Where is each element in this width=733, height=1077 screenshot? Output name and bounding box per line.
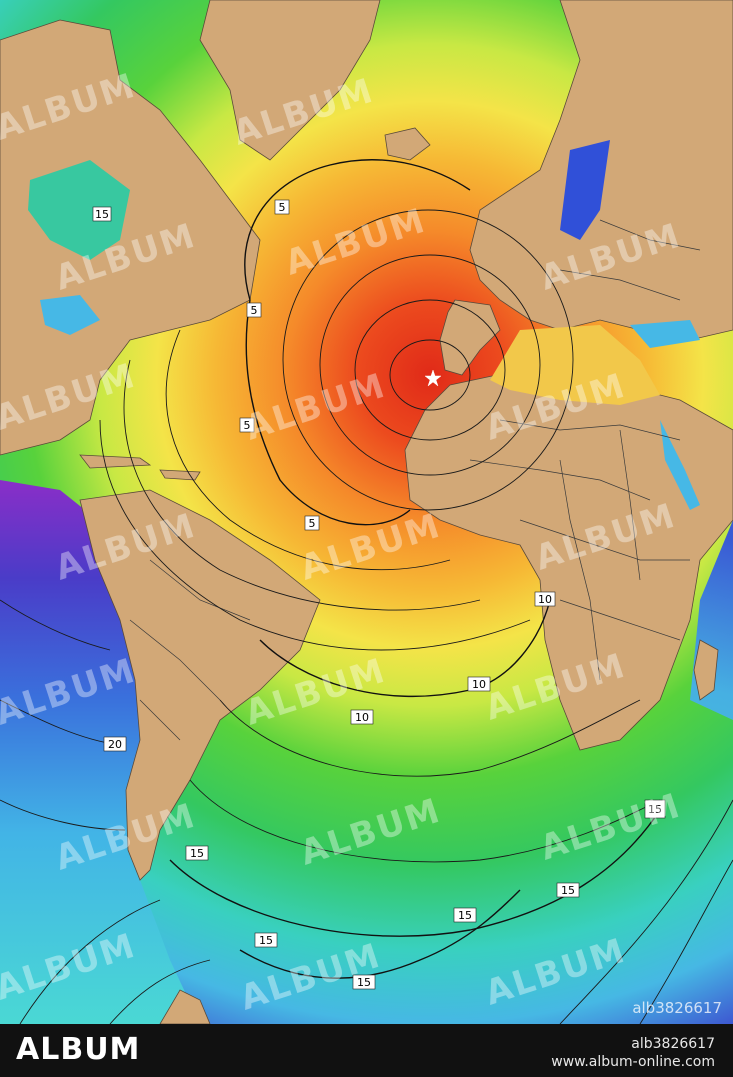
svg-text:15: 15 [259, 934, 273, 947]
contour-label: 15 [352, 974, 376, 990]
svg-text:5: 5 [244, 419, 251, 432]
contour-label: 15 [453, 907, 477, 923]
site-url[interactable]: www.album-online.com [551, 1054, 715, 1070]
image-id: alb3826617 [631, 1036, 715, 1052]
footer-bar: ALBUM alb3826617 www.album-online.com [0, 1024, 733, 1077]
contour-label: 15 [556, 882, 580, 898]
svg-text:15: 15 [458, 909, 472, 922]
contour-label: 20 [103, 736, 127, 752]
contour-label: 10 [350, 709, 374, 725]
contour-label: 10 [467, 676, 491, 692]
country-borders [129, 219, 701, 741]
svg-text:10: 10 [355, 711, 369, 724]
contour-label: 15 [254, 932, 278, 948]
svg-text:5: 5 [309, 517, 316, 530]
svg-text:20: 20 [108, 738, 122, 751]
contour-label: 15 [92, 206, 112, 222]
svg-text:5: 5 [279, 201, 286, 214]
svg-text:15: 15 [190, 847, 204, 860]
contour-label: 5 [304, 515, 320, 531]
pacific-ocean [0, 480, 200, 1024]
svg-text:15: 15 [357, 976, 371, 989]
contour-label: 5 [274, 199, 290, 215]
svg-text:15: 15 [648, 803, 662, 816]
contour-labels: 5 5 5 5 10 10 10 15 15 15 15 15 15 15 20 [92, 199, 666, 990]
svg-text:10: 10 [538, 593, 552, 606]
star-icon [424, 369, 442, 387]
map-svg: 5 5 5 5 10 10 10 15 15 15 15 15 15 15 20 [0, 0, 733, 1024]
contour-label: 5 [239, 417, 255, 433]
contour-label: 10 [534, 591, 556, 607]
contour-label: 15 [644, 799, 666, 819]
contour-label: 5 [246, 302, 262, 318]
album-logo[interactable]: ALBUM [16, 1032, 141, 1067]
svg-text:5: 5 [251, 304, 258, 317]
svg-text:15: 15 [95, 208, 109, 221]
contour-label: 15 [185, 845, 209, 861]
svg-text:10: 10 [472, 678, 486, 691]
svg-text:15: 15 [561, 884, 575, 897]
tsunami-travel-time-map: 5 5 5 5 10 10 10 15 15 15 15 15 15 15 20 [0, 0, 733, 1024]
inland-waters [28, 140, 700, 510]
travel-time-contours [0, 159, 733, 1024]
map-image-id: alb3826617 [632, 999, 722, 1017]
